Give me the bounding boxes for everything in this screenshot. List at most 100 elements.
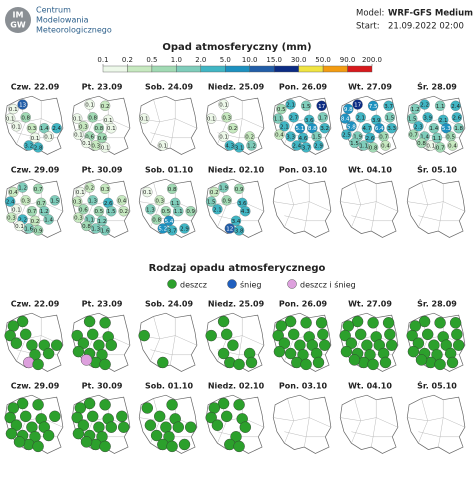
day-label: Czw. 29.09 xyxy=(11,166,60,175)
type-marker xyxy=(208,402,221,414)
precip-marker xyxy=(78,204,89,215)
precip-marker xyxy=(451,112,462,123)
precip-value: 0.6 xyxy=(79,207,88,213)
precip-value: 1.8 xyxy=(454,126,463,132)
precip-value: 1.7 xyxy=(318,115,327,121)
type-marker xyxy=(233,440,245,453)
colorbar-tick-label: 1.0 xyxy=(171,56,182,64)
precip-marker xyxy=(73,212,84,223)
precip-value: 0.1 xyxy=(76,190,85,196)
precip-value: 0.1 xyxy=(107,126,116,132)
precip-value: 0.1 xyxy=(9,107,18,113)
precip-value: 1.1 xyxy=(433,136,442,142)
map-border xyxy=(273,201,331,212)
map-border xyxy=(5,201,63,212)
precip-marker xyxy=(8,103,19,115)
type-marker xyxy=(86,328,99,341)
precip-marker xyxy=(410,103,421,115)
precip-marker xyxy=(428,123,440,134)
precip-marker xyxy=(81,220,92,232)
precip-value: 2.5 xyxy=(342,133,351,139)
precip-value: 17 xyxy=(354,103,361,109)
type-marker xyxy=(117,421,130,433)
precip-marker xyxy=(300,142,312,153)
precip-value: 2.1 xyxy=(439,118,448,124)
precip-value: 3.3 xyxy=(286,135,295,141)
precip-value: 0.3 xyxy=(101,187,110,193)
precip-value: 1.9 xyxy=(219,186,228,192)
colorbar-tick-label: 5.0 xyxy=(220,56,231,64)
precip-value: 1.5 xyxy=(50,198,59,204)
precip-value: 2.4 xyxy=(52,126,61,132)
type-marker xyxy=(10,419,23,431)
precip-marker xyxy=(340,113,351,124)
type-marker xyxy=(278,337,291,349)
type-marker xyxy=(184,421,197,433)
type-marker xyxy=(273,345,286,358)
precip-value: 0.1 xyxy=(82,141,91,147)
precip-marker xyxy=(246,140,257,151)
type-marker xyxy=(384,328,396,341)
map-outline xyxy=(272,178,332,238)
map-border xyxy=(139,118,197,129)
section-title: Opad atmosferyczny (mm) xyxy=(162,42,311,53)
precip-marker xyxy=(93,206,105,217)
precip-marker xyxy=(20,195,31,206)
precip-marker xyxy=(431,132,443,143)
precip-marker xyxy=(96,215,108,226)
precip-marker xyxy=(300,100,312,111)
type-marker xyxy=(77,419,90,431)
type-marker xyxy=(319,339,331,351)
precip-value: 0.2 xyxy=(245,135,254,141)
type-marker xyxy=(245,356,258,369)
precip-value: 3.9 xyxy=(423,115,432,121)
precip-value: 2.7 xyxy=(289,115,298,121)
precip-value: 1.5 xyxy=(207,200,216,206)
precip-value: 0.4 xyxy=(448,143,457,149)
precip-marker xyxy=(32,142,44,153)
precip-value: 1.2 xyxy=(18,186,27,192)
precip-value: 3.6 xyxy=(238,201,247,207)
colorbar-tick-label: 0.2 xyxy=(122,56,133,64)
precip-value: 0.1 xyxy=(140,117,149,123)
precip-marker xyxy=(274,129,285,140)
precip-value: 3.7 xyxy=(302,145,311,151)
map-border xyxy=(418,431,460,437)
start: 21.09.2022 02:00 xyxy=(388,22,464,32)
type-marker xyxy=(166,440,178,453)
type-marker xyxy=(141,402,154,414)
precip-value: 0.3 xyxy=(74,216,83,222)
map-border xyxy=(5,118,63,129)
precip-marker xyxy=(17,182,28,193)
precip-value: 0.6 xyxy=(98,136,107,142)
map-outline xyxy=(272,394,332,454)
precip-marker xyxy=(218,182,229,193)
type-marker xyxy=(20,328,32,341)
type-marker xyxy=(49,410,61,423)
precip-value: 0.2 xyxy=(229,126,238,132)
precip-marker xyxy=(288,112,299,123)
precip-marker xyxy=(374,123,385,134)
precip-marker xyxy=(413,121,424,132)
precip-marker xyxy=(367,142,379,153)
type-marker xyxy=(434,317,446,329)
precip-value: 0.4 xyxy=(381,143,390,149)
map-border xyxy=(206,118,264,129)
precip-value: 4.3 xyxy=(241,209,250,215)
precip-marker xyxy=(447,140,458,151)
precip-marker xyxy=(346,121,357,132)
precip-marker xyxy=(8,186,19,198)
model-label: Model: xyxy=(356,9,384,19)
precip-value: 2.9 xyxy=(180,226,189,232)
type-marker xyxy=(99,317,111,329)
type-marker xyxy=(10,337,23,349)
precip-marker xyxy=(407,113,418,124)
map-border xyxy=(407,417,465,428)
precip-marker xyxy=(364,132,376,143)
precip-value: 0.1 xyxy=(426,143,435,149)
precip-marker xyxy=(93,123,105,134)
day-label: Śr. 05.10 xyxy=(417,164,457,175)
precip-value: 6.4 xyxy=(375,126,384,132)
day-label: Pon. 03.10 xyxy=(279,382,328,391)
precip-marker xyxy=(206,113,217,124)
